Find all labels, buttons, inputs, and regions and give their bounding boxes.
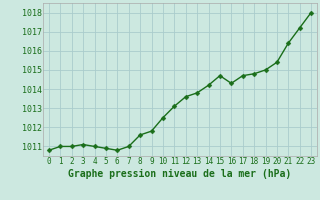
X-axis label: Graphe pression niveau de la mer (hPa): Graphe pression niveau de la mer (hPa) <box>68 169 292 179</box>
